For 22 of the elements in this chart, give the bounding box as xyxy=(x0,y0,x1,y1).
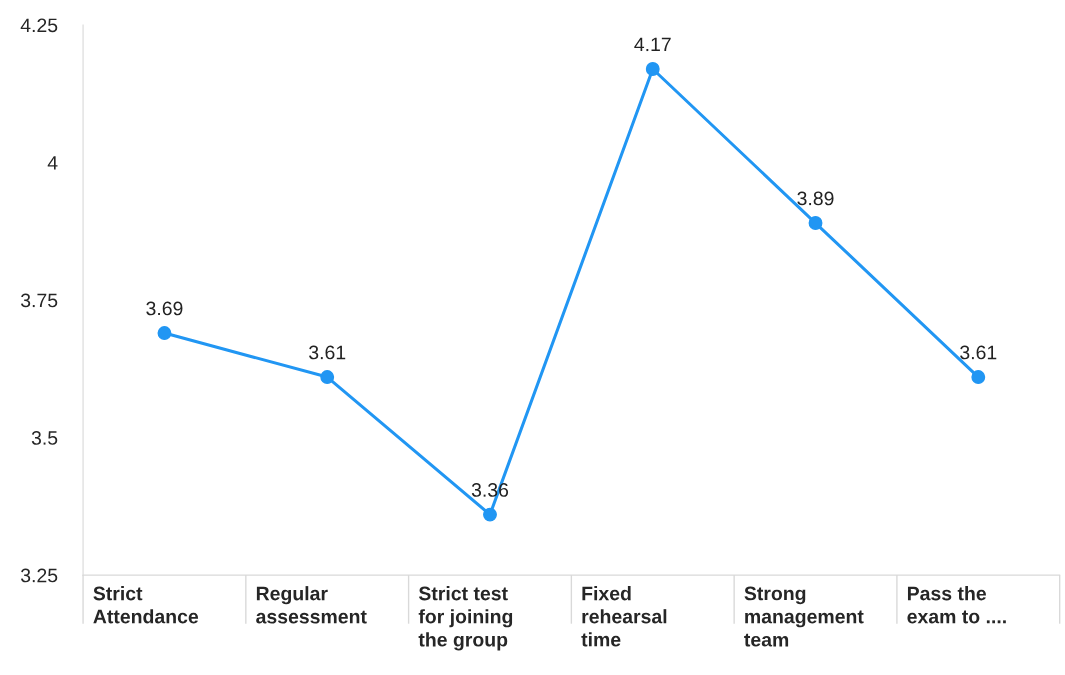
x-tick-label: Strict test for joining the group xyxy=(418,586,513,651)
x-tick-label: Fixed rehearsal time xyxy=(581,586,667,647)
point xyxy=(808,216,823,230)
y-tick-label: 3.25 xyxy=(20,568,58,583)
data-label: 3.61 xyxy=(309,345,346,360)
y-tick-label: 3.75 xyxy=(20,293,58,308)
y-tick-label: 4 xyxy=(47,156,58,170)
data-label: 4.17 xyxy=(634,37,671,52)
y-tick-label: 4.25 xyxy=(20,18,58,33)
point xyxy=(483,507,497,522)
point xyxy=(320,370,335,385)
point xyxy=(645,62,660,76)
point xyxy=(971,370,986,385)
x-tick-label: Regular assessment xyxy=(256,586,367,624)
point xyxy=(157,326,172,340)
data-label: 3.89 xyxy=(797,191,834,206)
x-tick-label: Strict Attendance xyxy=(93,586,199,624)
data-label: 3.69 xyxy=(146,301,183,316)
x-tick-label: Strong management team xyxy=(744,586,864,647)
y-tick-label: 3.5 xyxy=(31,431,58,445)
data-label: 3.61 xyxy=(960,345,997,360)
x-tick-label: Pass the exam to .... xyxy=(907,586,1006,624)
